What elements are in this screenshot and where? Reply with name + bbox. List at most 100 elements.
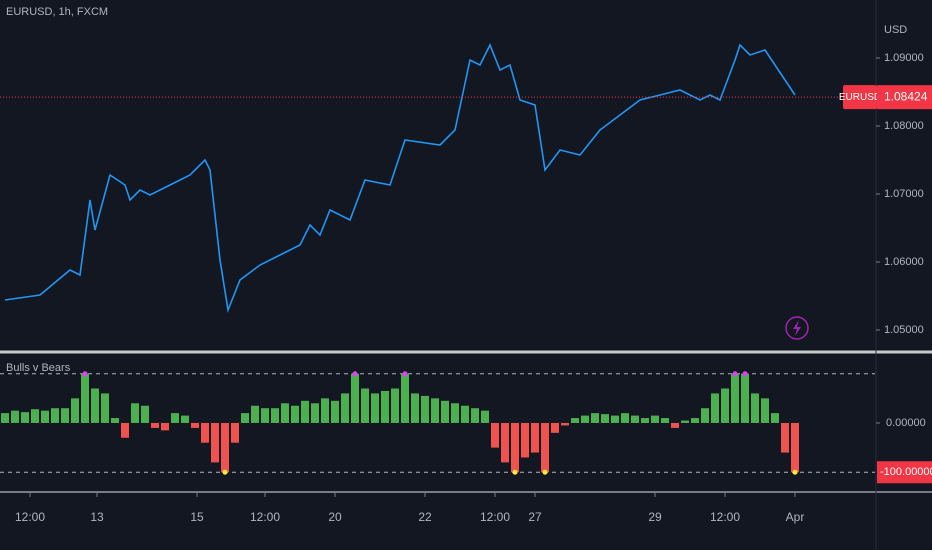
x-tick-label: 12:00: [710, 510, 740, 524]
histogram-bar: [181, 415, 189, 423]
histogram-bar: [271, 408, 279, 423]
histogram-bar: [701, 408, 709, 423]
extreme-marker: [732, 371, 738, 377]
histogram-bar: [421, 395, 429, 423]
histogram-bar: [471, 408, 479, 423]
extreme-marker: [542, 469, 548, 475]
histogram-bar: [621, 413, 629, 423]
histogram-bar: [81, 373, 89, 423]
histogram-bar: [41, 410, 49, 423]
last-value-box: [877, 461, 932, 484]
histogram-bar: [191, 422, 199, 428]
y-tick-label: 1.07000: [884, 188, 924, 200]
x-tick-label: 15: [190, 510, 204, 524]
histogram-bar: [261, 408, 269, 423]
histogram-bar: [361, 388, 369, 423]
extreme-marker: [512, 469, 518, 475]
histogram-bar: [611, 415, 619, 423]
price-line: [4, 43, 796, 313]
histogram-bar: [541, 422, 549, 473]
histogram-bar: [441, 400, 449, 423]
extreme-marker: [742, 371, 748, 377]
histogram-bar: [1, 413, 9, 423]
last-value-label: -100.00000: [880, 466, 932, 478]
histogram-bar: [751, 393, 759, 423]
histogram-bar: [381, 390, 389, 423]
histogram-bar: [291, 405, 299, 423]
symbol-label-box: [843, 85, 877, 110]
histogram-bar: [651, 415, 659, 423]
histogram-bar: [201, 422, 209, 443]
histogram-bar: [511, 422, 519, 473]
histogram-bar: [21, 412, 29, 423]
histogram-bar: [711, 393, 719, 423]
alert-icon: [785, 316, 809, 340]
x-tick-label: 12:00: [15, 510, 45, 524]
histogram-bar: [51, 408, 59, 423]
histogram-bar: [351, 373, 359, 423]
histogram-bar: [791, 422, 799, 473]
histogram-bar: [331, 400, 339, 423]
histogram-bar: [771, 413, 779, 423]
histogram-bar: [281, 403, 289, 423]
histogram-bar: [11, 410, 19, 423]
histogram-bar: [671, 422, 679, 428]
x-tick-label: 12:00: [250, 510, 280, 524]
x-tick-label: Apr: [786, 510, 805, 524]
histogram-bar: [101, 393, 109, 423]
histogram-bar: [731, 373, 739, 423]
histogram-bar: [411, 393, 419, 423]
histogram-bar: [401, 373, 409, 423]
histogram-bar: [581, 415, 589, 423]
histogram-bar: [741, 373, 749, 423]
histogram-bar: [721, 388, 729, 423]
axis-unit: USD: [884, 24, 907, 36]
extreme-marker: [222, 469, 228, 475]
histogram-bar: [371, 393, 379, 423]
symbol-label: EURUSD: [839, 92, 881, 103]
x-tick-label: 12:00: [480, 510, 510, 524]
histogram-bar: [71, 398, 79, 423]
histogram-bar: [431, 398, 439, 423]
histogram-bar: [391, 388, 399, 423]
y-tick-label: 1.05000: [884, 324, 924, 336]
histogram-bar: [151, 422, 159, 428]
histogram-bar: [221, 422, 229, 473]
histogram-bar: [571, 418, 579, 423]
y-tick-label: 1.09000: [884, 52, 924, 64]
y-tick-label: 1.06000: [884, 256, 924, 268]
histogram-bar: [531, 422, 539, 453]
histogram-bar: [321, 398, 329, 423]
histogram-bar: [141, 405, 149, 423]
extreme-marker: [792, 469, 798, 475]
histogram-bar: [561, 422, 569, 426]
histogram-bar: [171, 413, 179, 423]
histogram-bar: [641, 418, 649, 423]
histogram-bar: [161, 422, 169, 431]
histogram-bar: [241, 413, 249, 423]
last-price-label: 1.08424: [884, 89, 928, 103]
histogram-bar: [501, 422, 509, 463]
extreme-marker: [82, 371, 88, 377]
histogram-bar: [231, 422, 239, 443]
extreme-marker: [402, 371, 408, 377]
histogram-bar: [121, 422, 129, 438]
histogram-bar: [601, 414, 609, 423]
chart-title: EURUSD, 1h, FXCM: [6, 6, 108, 18]
x-tick-label: 27: [528, 510, 542, 524]
histogram-bar: [461, 405, 469, 423]
histogram-bar: [111, 418, 119, 423]
histogram-bar: [301, 400, 309, 423]
y-tick-label: 0.00000: [886, 417, 926, 429]
histogram-bar: [211, 422, 219, 463]
histogram-bar: [61, 408, 69, 423]
histogram-bar: [761, 398, 769, 423]
histogram-bar: [661, 418, 669, 423]
histogram-bar: [521, 422, 529, 458]
x-tick-label: 13: [90, 510, 104, 524]
y-tick-label: 1.08000: [884, 120, 924, 132]
histogram-bar: [591, 413, 599, 423]
histogram-bar: [91, 388, 99, 423]
